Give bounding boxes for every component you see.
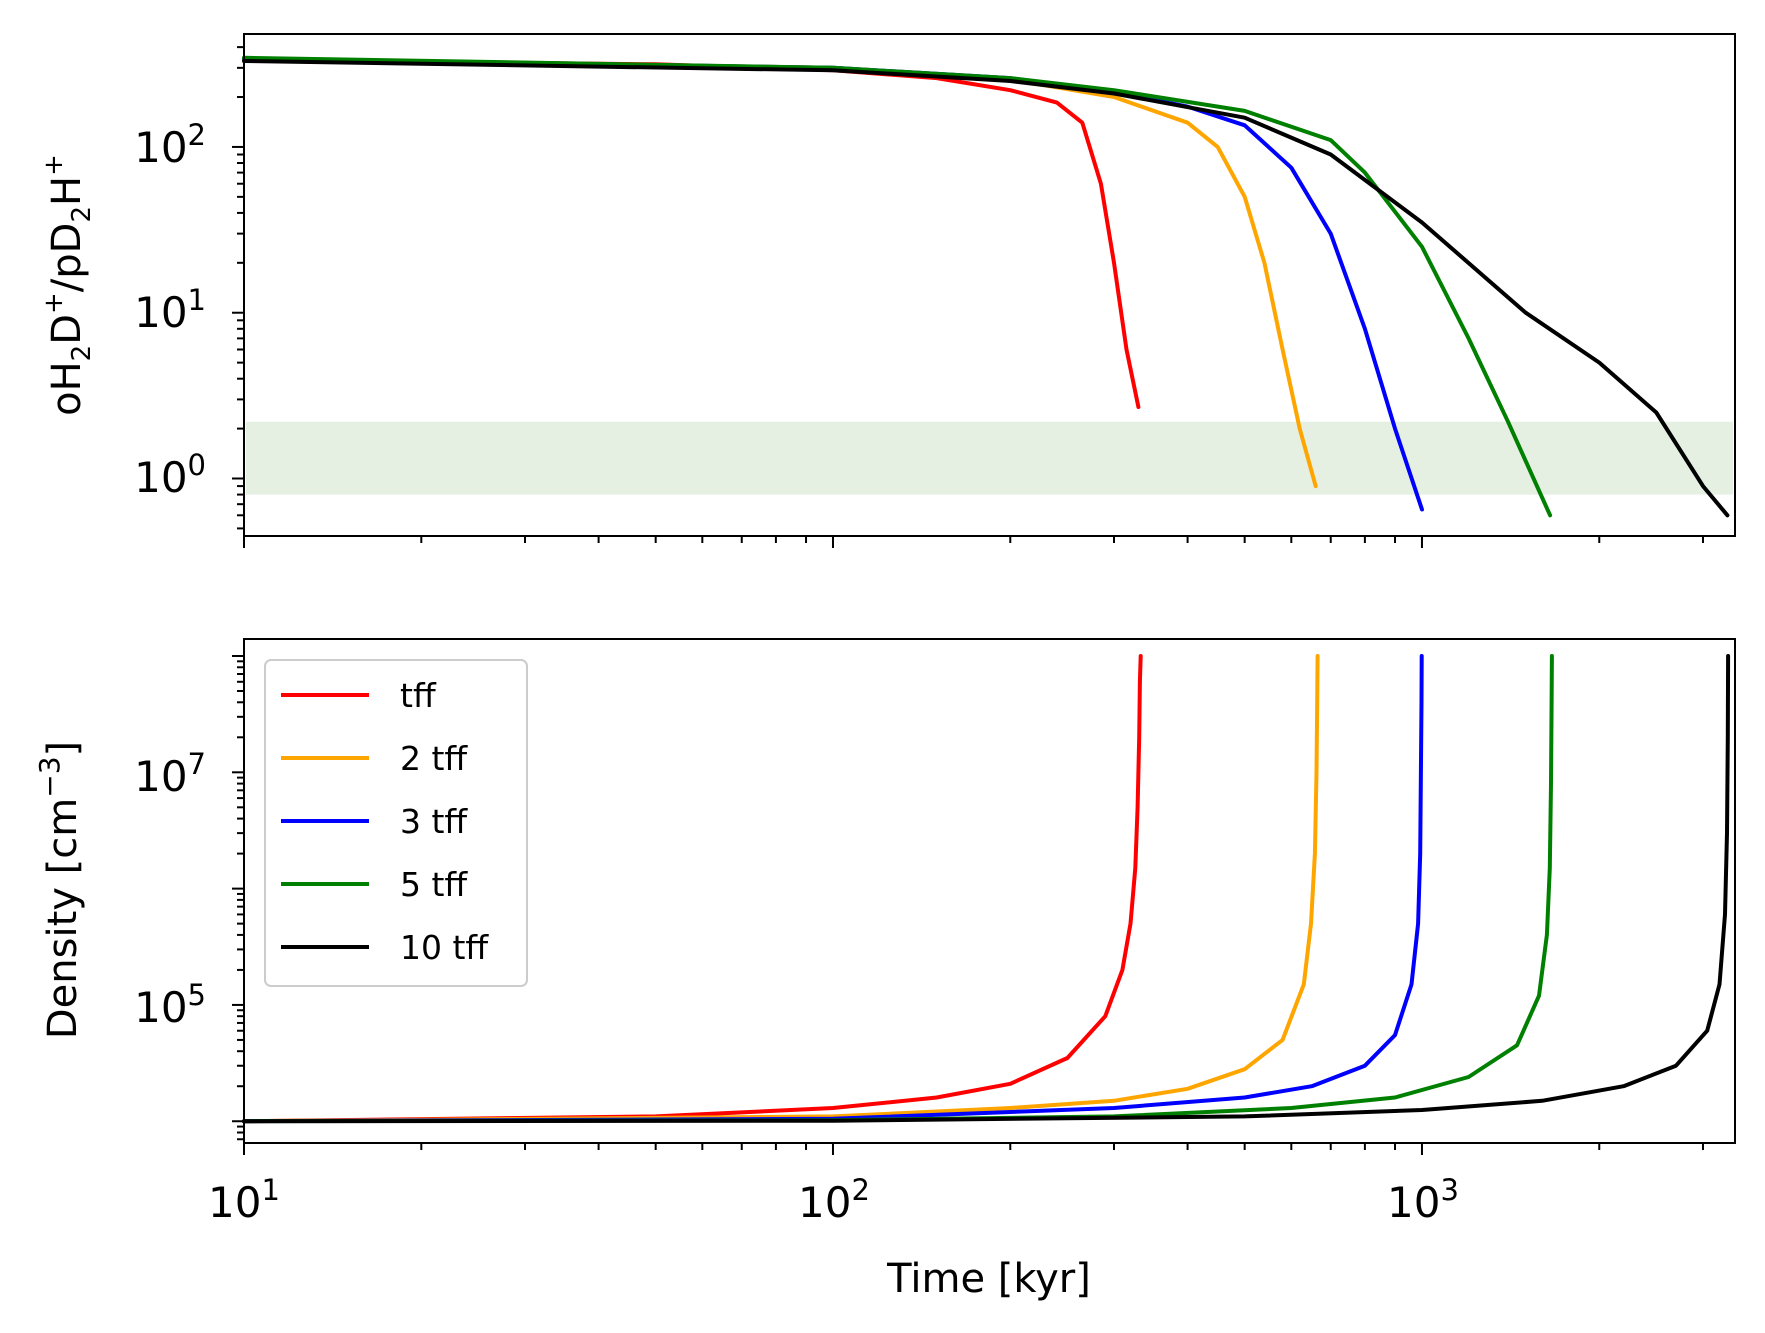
legend-label-10tff: 10 tff bbox=[400, 928, 489, 967]
svg-text:Density [cm−3]: Density [cm−3] bbox=[33, 741, 86, 1039]
svg-text:100: 100 bbox=[134, 448, 206, 502]
legend-box bbox=[264, 659, 528, 987]
svg-text:oH2D+/pD2H+: oH2D+/pD2H+ bbox=[39, 154, 97, 416]
svg-text:102: 102 bbox=[798, 1173, 870, 1227]
legend-label-5tff: 5 tff bbox=[400, 865, 468, 904]
top-series-5tff bbox=[242, 55, 1553, 518]
top-ytick-label-1: 100 bbox=[134, 448, 206, 502]
svg-text:105: 105 bbox=[134, 978, 206, 1032]
top-ytick-label-100: 102 bbox=[134, 118, 206, 172]
bottom-series-group bbox=[242, 654, 1731, 1124]
xtick-label-1000: 103 bbox=[1387, 1173, 1459, 1227]
bottom-series-3tff bbox=[242, 654, 1424, 1124]
svg-text:101: 101 bbox=[134, 283, 206, 337]
top-shaded-band bbox=[246, 421, 1733, 495]
xtick-label-10: 101 bbox=[208, 1173, 280, 1227]
bottom-series-2tff bbox=[242, 654, 1320, 1124]
top-panel: oH2D+/pD2H+ 100 101 102 bbox=[39, 33, 1736, 548]
top-ticks bbox=[232, 46, 1704, 548]
bottom-ticks bbox=[232, 654, 1704, 1155]
legend-label-2tff: 2 tff bbox=[400, 739, 468, 778]
bottom-axes-frame bbox=[243, 638, 1736, 1144]
top-series-group bbox=[242, 55, 1730, 518]
bottom-ytick-label-1e7: 107 bbox=[134, 747, 206, 801]
top-y-axis-label: oH2D+/pD2H+ bbox=[39, 154, 97, 416]
legend-label-tff: tff bbox=[400, 676, 437, 715]
x-axis-label: Time [kyr] bbox=[886, 1256, 1091, 1302]
svg-text:107: 107 bbox=[134, 747, 206, 801]
xtick-label-100: 102 bbox=[798, 1173, 870, 1227]
bottom-y-axis-label: Density [cm−3] bbox=[33, 741, 86, 1039]
legend: tff 2 tff 3 tff 5 tff 10 tff bbox=[264, 659, 528, 987]
top-ytick-label-10: 101 bbox=[134, 283, 206, 337]
svg-text:101: 101 bbox=[208, 1173, 280, 1227]
bottom-series-10tff bbox=[242, 654, 1731, 1124]
legend-label-3tff: 3 tff bbox=[400, 802, 468, 841]
svg-text:103: 103 bbox=[1387, 1173, 1459, 1227]
svg-text:102: 102 bbox=[134, 118, 206, 172]
top-series-10tff bbox=[242, 59, 1730, 518]
bottom-series-tff bbox=[242, 654, 1143, 1124]
top-axes-frame bbox=[243, 33, 1736, 537]
bottom-ytick-label-1e5: 105 bbox=[134, 978, 206, 1032]
bottom-panel: Density [cm−3] 105 107 101 102 103 Time … bbox=[33, 638, 1736, 1302]
